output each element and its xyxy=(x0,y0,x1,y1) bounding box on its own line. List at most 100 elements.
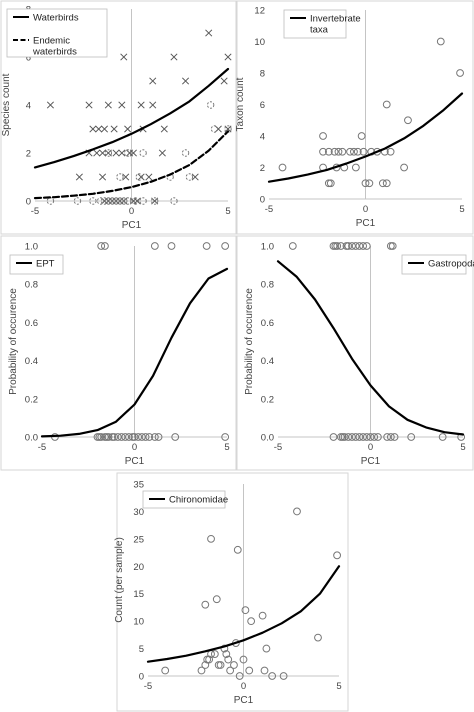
circle-marker xyxy=(233,545,242,554)
x-marker xyxy=(137,101,145,109)
y-tick-label: 10 xyxy=(254,37,265,48)
x-marker xyxy=(149,101,157,109)
circle-marker xyxy=(262,644,271,653)
legend-box xyxy=(283,9,347,39)
circle-marker xyxy=(154,433,163,441)
circle-marker xyxy=(386,147,395,156)
legend-label: Gastropoda xyxy=(428,259,474,270)
x-marker xyxy=(95,125,103,133)
circle-marker xyxy=(125,433,133,441)
x-marker xyxy=(104,101,112,109)
legend-box xyxy=(401,254,467,275)
y-tick-label: 35 xyxy=(133,480,144,491)
circle-marker xyxy=(130,433,139,441)
circle-marker xyxy=(224,655,233,664)
circle-marker xyxy=(370,433,379,441)
circle-marker xyxy=(110,433,119,441)
circle-marker xyxy=(373,147,381,156)
circle-marker xyxy=(366,433,375,441)
x-marker xyxy=(149,77,157,85)
x-axis-label: PC1 xyxy=(361,456,381,467)
y-tick-label: 20 xyxy=(133,562,144,573)
x-axis-label: PC1 xyxy=(122,220,142,231)
circle-marker xyxy=(222,650,231,658)
circle-marker xyxy=(324,147,333,156)
x-marker xyxy=(145,173,153,181)
circle-marker xyxy=(145,433,154,441)
y-tick-label: 10 xyxy=(133,617,144,628)
y-axis-label: Probability of occurence xyxy=(244,288,255,395)
circle-marker xyxy=(150,242,159,250)
circle-marker xyxy=(230,661,238,669)
circle-marker xyxy=(220,644,229,653)
x-marker xyxy=(124,125,132,133)
x-tick-label: -5 xyxy=(38,442,46,453)
circle-marker xyxy=(97,433,106,441)
circle-marker xyxy=(268,672,277,680)
circle-marker xyxy=(400,163,409,172)
circle-marker xyxy=(245,666,254,675)
legend: EPT xyxy=(9,254,64,275)
y-tick-label: 1.0 xyxy=(261,242,274,253)
circle-marker xyxy=(378,179,387,188)
fit-line-solid xyxy=(33,67,230,169)
circle-marker xyxy=(353,147,362,156)
circle-marker xyxy=(241,606,250,615)
legend-label: Waterbirds xyxy=(33,13,79,24)
x-tick-label: -5 xyxy=(274,442,282,453)
circle-marker xyxy=(340,433,349,441)
circle-marker xyxy=(344,242,353,250)
dashed-circle-marker xyxy=(96,197,105,205)
circle-marker xyxy=(329,433,338,441)
x-tick-label: 0 xyxy=(368,442,373,453)
circle-marker xyxy=(362,433,371,441)
circle-marker xyxy=(456,69,464,77)
y-tick-label: 0.6 xyxy=(261,318,274,329)
circle-marker xyxy=(117,433,126,441)
circle-marker xyxy=(344,433,353,441)
circle-marker xyxy=(382,100,391,109)
panel-frame-5 xyxy=(116,472,349,712)
x-marker xyxy=(120,53,128,61)
y-tick-label: 0.2 xyxy=(25,394,38,405)
dashed-circle-marker xyxy=(139,149,147,157)
y-tick-label: 0.8 xyxy=(25,280,38,291)
y-tick-label: 2 xyxy=(26,149,31,160)
circle-marker xyxy=(351,163,360,172)
circle-marker xyxy=(239,655,248,664)
x-axis-label: PC1 xyxy=(125,456,145,467)
legend-box xyxy=(142,490,226,509)
circle-marker xyxy=(121,433,130,441)
dashed-circle-marker xyxy=(112,197,120,205)
x-tick-label: 5 xyxy=(460,442,465,453)
x-tick-label: -5 xyxy=(144,681,152,692)
dashed-circle-marker xyxy=(139,197,147,205)
x-marker xyxy=(158,149,166,157)
circle-marker xyxy=(141,433,150,441)
x-marker xyxy=(100,125,109,133)
legend-label: Endemic waterbirds xyxy=(32,36,77,58)
y-axis-label: Count (per sample) xyxy=(114,537,125,623)
dashed-circle-marker xyxy=(104,149,113,157)
circle-marker xyxy=(260,666,269,675)
fit-line-solid xyxy=(146,565,341,663)
panel-frame-3 xyxy=(0,235,237,471)
x-tick-label: 5 xyxy=(224,442,229,453)
dashed-circle-marker xyxy=(206,101,215,109)
x-tick-label: 0 xyxy=(132,442,137,453)
x-marker xyxy=(220,77,228,85)
circle-marker xyxy=(226,666,235,675)
dashed-circle-marker xyxy=(131,197,140,205)
y-tick-label: 0.4 xyxy=(261,356,274,367)
x-marker xyxy=(98,173,107,181)
circle-marker xyxy=(279,672,288,680)
circle-marker xyxy=(390,433,399,441)
circle-marker xyxy=(319,132,327,140)
circle-marker xyxy=(333,242,342,250)
y-tick-label: 1.0 xyxy=(25,242,38,253)
chart-3: 0.0 0.2 0.4 0.6 0.8 1.0 -5 0 5 PC1 Probability of … xyxy=(8,242,230,468)
circle-marker xyxy=(350,147,358,156)
circle-marker xyxy=(407,433,416,441)
dashed-circle-marker xyxy=(116,173,124,181)
